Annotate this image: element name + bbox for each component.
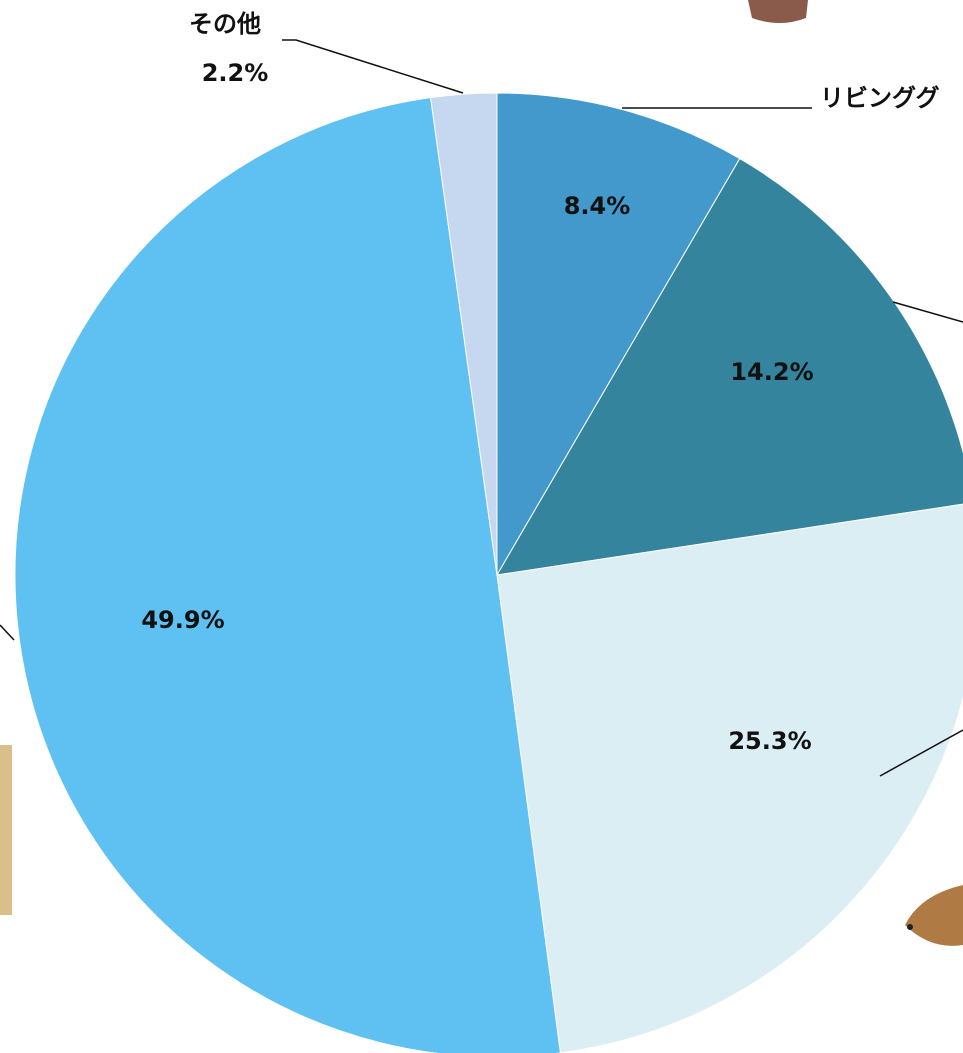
value-label: 49.9% xyxy=(141,606,224,634)
category-label: リビンググ xyxy=(820,84,940,112)
pie xyxy=(14,92,963,1053)
decor-image xyxy=(907,924,913,930)
decoration xyxy=(0,0,963,946)
pie-slice xyxy=(14,97,561,1053)
pie-slice xyxy=(430,92,498,576)
leader-line xyxy=(0,624,15,641)
value-label: 14.2% xyxy=(730,358,813,386)
value-label: 25.3% xyxy=(728,727,811,755)
decor-image xyxy=(0,745,12,915)
leader-lines xyxy=(0,39,963,777)
decor-image xyxy=(748,0,808,23)
decor-image xyxy=(905,885,963,946)
pie-slice xyxy=(496,503,963,1053)
value-label: 8.4% xyxy=(564,192,631,220)
value-label: 2.2% xyxy=(202,59,269,87)
labels: 8.4% リビンググ 14.2% 25.3% 49.9% 2.2% その他 xyxy=(141,10,939,755)
leader-line xyxy=(282,39,464,94)
pie-slice xyxy=(496,92,741,577)
leader-line xyxy=(892,301,963,323)
pie-slice xyxy=(496,157,963,576)
leader-line xyxy=(879,729,963,777)
category-label: その他 xyxy=(189,10,261,38)
